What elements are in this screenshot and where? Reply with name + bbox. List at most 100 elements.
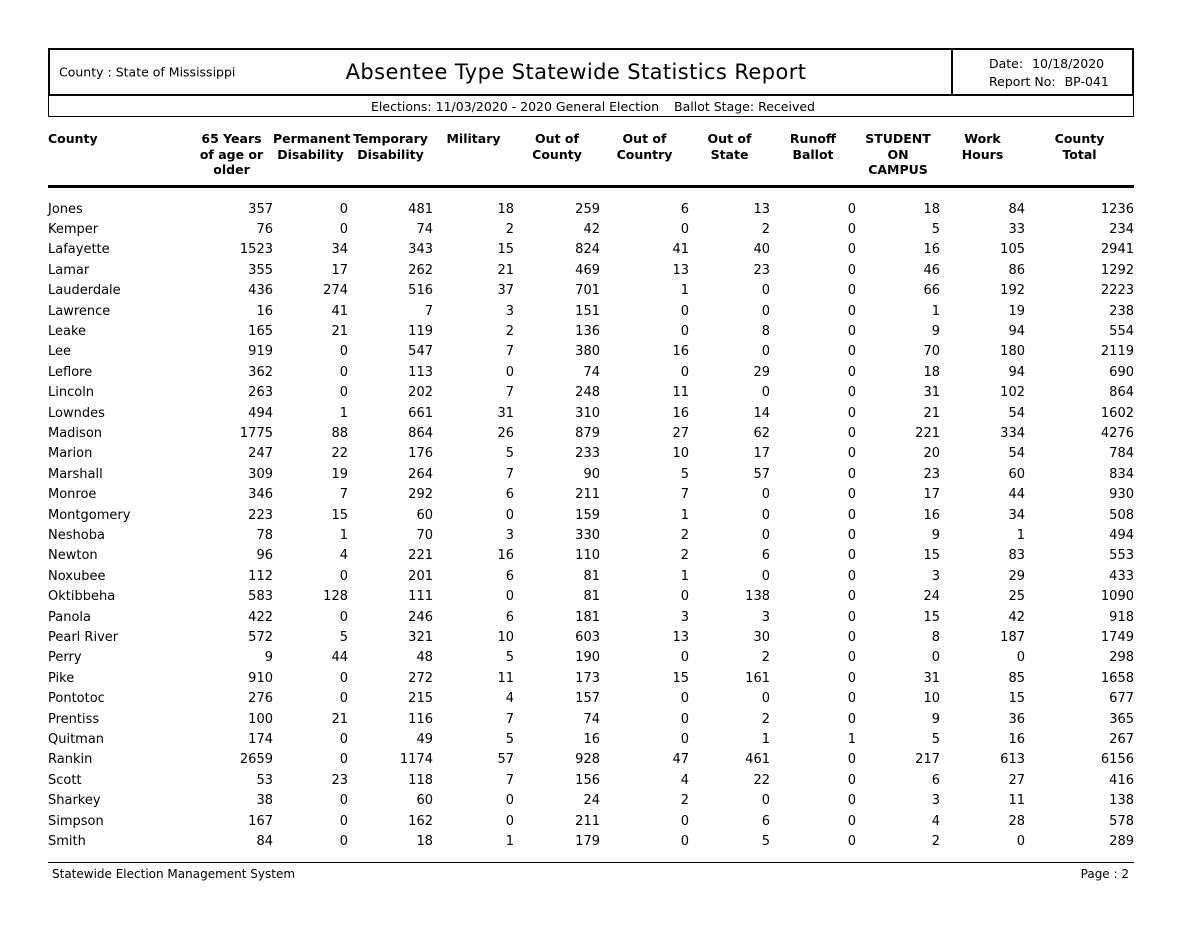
county-name-cell: Lincoln xyxy=(48,385,95,401)
value-cell: 2 xyxy=(680,528,689,543)
page-footer: Statewide Election Management System Pag… xyxy=(48,863,1134,881)
county-value: State of Mississippi xyxy=(115,64,236,80)
value-cell: 16 xyxy=(1008,732,1025,748)
value-cell: 0 xyxy=(847,691,856,707)
elections-label: Elections: xyxy=(371,98,432,114)
value-cell: 0 xyxy=(847,405,856,421)
value-cell: 187 xyxy=(1000,630,1025,646)
county-name-cell: Quitman xyxy=(48,732,105,748)
value-cell: 264 xyxy=(408,466,433,482)
value-cell: 0 xyxy=(761,568,770,584)
table-row: Pike 910 0 272 11 173 15 161 0 31 85 1658 xyxy=(48,669,1134,689)
table-row: Rankin 2659 0 1174 57 928 47 461 0 217 613 6156 xyxy=(48,750,1134,770)
value-cell: 701 xyxy=(575,283,600,299)
value-cell: 3 xyxy=(931,568,940,584)
value-cell: 0 xyxy=(339,752,348,768)
value-cell: 1 xyxy=(931,303,940,319)
value-cell: 2119 xyxy=(1100,344,1134,360)
value-cell: 310 xyxy=(575,405,600,421)
elections-info: Elections: 11/03/2020 - 2020 General Elec… xyxy=(367,99,659,114)
value-cell: 436 xyxy=(248,283,273,299)
value-cell: 81 xyxy=(583,568,600,584)
value-cell: 0 xyxy=(339,670,348,686)
value-cell: 85 xyxy=(1008,670,1025,686)
value-cell: 7 xyxy=(339,487,348,503)
value-cell: 1 xyxy=(680,283,689,299)
page-title: Absentee Type Statewide Statistics Repor… xyxy=(345,60,807,84)
value-cell: 1 xyxy=(761,732,770,748)
table-row: Quitman 174 0 49 5 16 0 1 1 5 16 267 xyxy=(48,730,1134,750)
value-cell: 0 xyxy=(505,507,514,523)
county-name-cell: Neshoba xyxy=(48,528,105,543)
value-cell: 0 xyxy=(339,344,348,360)
footer-system-name: Statewide Election Management System xyxy=(52,866,296,881)
county-name-cell: Monroe xyxy=(48,487,97,503)
table-row: Pearl River 572 5 321 10 603 13 30 0 8 187 1749 xyxy=(48,628,1134,648)
value-cell: 233 xyxy=(575,446,600,462)
value-cell: 0 xyxy=(761,528,770,543)
table-row: Panola 422 0 246 6 181 3 3 0 15 42 918 xyxy=(48,608,1134,628)
column-header: Out of State xyxy=(689,131,770,188)
value-cell: 661 xyxy=(408,405,433,421)
value-cell: 0 xyxy=(931,650,940,666)
value-cell: 613 xyxy=(1000,752,1025,768)
value-cell: 18 xyxy=(416,834,433,850)
value-cell: 31 xyxy=(923,385,940,401)
value-cell: 110 xyxy=(575,548,600,564)
value-cell: 16 xyxy=(923,507,940,523)
value-cell: 5 xyxy=(761,834,770,850)
county-name-cell: Panola xyxy=(48,609,91,625)
value-cell: 355 xyxy=(248,262,273,278)
value-cell: 1236 xyxy=(1100,201,1134,217)
value-cell: 0 xyxy=(1016,650,1025,666)
value-cell: 2 xyxy=(761,221,770,237)
value-cell: 1174 xyxy=(399,752,433,768)
column-header: Out of Country xyxy=(600,131,689,188)
value-cell: 0 xyxy=(847,507,856,523)
ballot-stage-label: Ballot Stage: xyxy=(674,98,755,114)
value-cell: 5 xyxy=(931,732,940,748)
value-cell: 234 xyxy=(1109,221,1134,237)
report-header: County : State of Mississippi Absentee T… xyxy=(48,48,1134,96)
value-cell: 74 xyxy=(583,364,600,380)
county-name-cell: Prentiss xyxy=(48,711,100,727)
value-cell: 3 xyxy=(680,609,689,625)
value-cell: 6 xyxy=(505,609,514,625)
value-cell: 0 xyxy=(339,793,348,809)
value-cell: 0 xyxy=(339,609,348,625)
value-cell: 10 xyxy=(497,630,514,646)
column-header-county: County xyxy=(48,131,190,188)
county-name-cell: Lafayette xyxy=(48,242,110,258)
value-cell: 13 xyxy=(753,201,770,217)
value-cell: 0 xyxy=(680,650,689,666)
column-header: County Total xyxy=(1025,131,1134,188)
value-cell: 29 xyxy=(753,364,770,380)
value-cell: 6 xyxy=(505,487,514,503)
county-name-cell: Marshall xyxy=(48,466,103,482)
table-row: Sharkey 38 0 60 0 24 2 0 0 3 11 138 xyxy=(48,791,1134,811)
value-cell: 27 xyxy=(1008,772,1025,788)
table-row: Oktibbeha 583 128 111 0 81 0 138 0 24 25 1090 xyxy=(48,587,1134,607)
value-cell: 422 xyxy=(248,609,273,625)
value-cell: 0 xyxy=(847,221,856,237)
value-cell: 5 xyxy=(680,466,689,482)
value-cell: 22 xyxy=(331,446,348,462)
value-cell: 15 xyxy=(923,548,940,564)
value-cell: 46 xyxy=(923,262,940,278)
county-name-cell: Lee xyxy=(48,344,72,360)
value-cell: 1 xyxy=(505,834,514,850)
date-value: 10/18/2020 xyxy=(1032,56,1105,71)
value-cell: 508 xyxy=(1109,507,1134,523)
value-cell: 2223 xyxy=(1100,283,1134,299)
value-cell: 0 xyxy=(847,589,856,605)
table-row: Simpson 167 0 162 0 211 0 6 0 4 28 578 xyxy=(48,812,1134,832)
value-cell: 469 xyxy=(575,262,600,278)
value-cell: 111 xyxy=(408,589,433,605)
value-cell: 173 xyxy=(575,670,600,686)
value-cell: 31 xyxy=(923,670,940,686)
value-cell: 24 xyxy=(923,589,940,605)
value-cell: 15 xyxy=(331,507,348,523)
value-cell: 1 xyxy=(680,568,689,584)
value-cell: 262 xyxy=(408,262,433,278)
value-cell: 0 xyxy=(680,834,689,850)
